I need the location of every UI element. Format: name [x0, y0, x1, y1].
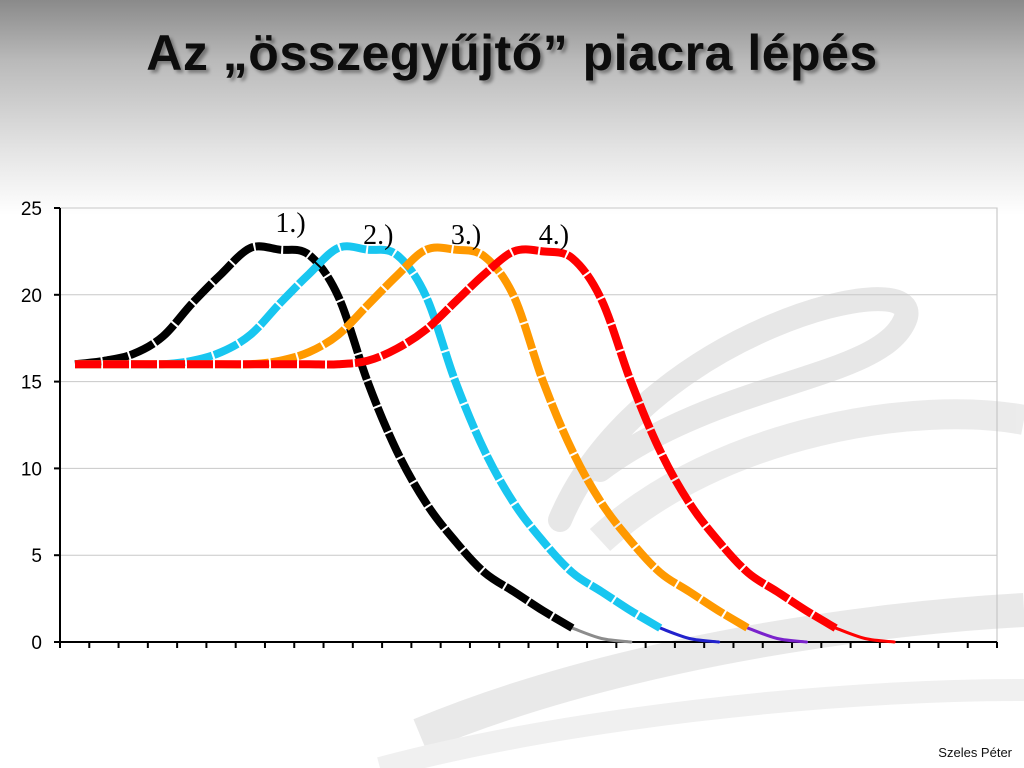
series-4-tail	[834, 626, 896, 644]
series-label-3: 3.)	[451, 220, 481, 251]
series-1-line	[74, 242, 575, 632]
axes: 0 5 10 15 20 25	[21, 199, 998, 654]
series-2-tail	[658, 626, 721, 644]
y-tick-label: 10	[21, 459, 42, 480]
y-tick-label: 0	[31, 633, 42, 654]
series-lines	[74, 242, 896, 644]
series-label-1: 1.)	[275, 208, 305, 239]
series-3-tail	[746, 626, 808, 644]
series-labels: 1.) 2.) 3.) 4.)	[275, 208, 569, 251]
series-1-tail	[570, 626, 633, 644]
y-tick-label: 5	[31, 546, 42, 567]
footer-author: Szeles Péter	[938, 745, 1012, 760]
gridlines	[60, 207, 997, 556]
y-tick-label: 25	[21, 199, 42, 220]
series-4-line	[75, 245, 838, 632]
slide-title: Az „összegyűjtő” piacra lépés	[146, 25, 878, 81]
series-label-4: 4.)	[539, 220, 569, 251]
y-tick-label: 20	[21, 286, 42, 307]
y-tick-label: 15	[21, 373, 42, 394]
series-label-2: 2.)	[363, 220, 393, 251]
background-swoosh-decoration	[377, 287, 1024, 768]
